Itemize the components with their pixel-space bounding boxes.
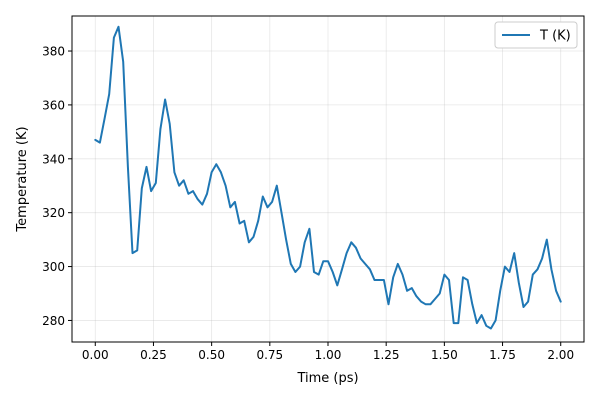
legend-box (494, 21, 578, 49)
series-layer (94, 25, 562, 330)
y-tick-label: 320 (42, 206, 65, 220)
x-tick-label: 1.50 (431, 348, 458, 362)
x-axis-label: Time (ps) (296, 371, 358, 386)
x-tick-label: 1.00 (315, 348, 342, 362)
y-axis-label: Temperature (K) (15, 126, 30, 232)
legend: T (K) (494, 21, 578, 49)
y-tick-label: 380 (42, 45, 65, 59)
x-tick-label: 1.75 (489, 348, 516, 362)
x-tick-label: 0.50 (198, 348, 225, 362)
plot-area (72, 16, 584, 342)
x-tick-label: 0.75 (256, 348, 283, 362)
x-tick-label: 0.25 (140, 348, 167, 362)
y-tick-label: 340 (42, 152, 65, 166)
y-tick-label: 360 (42, 98, 65, 112)
y-axis-ticks: 280 300 320 340 360 380 (42, 45, 72, 328)
x-tick-label: 1.25 (373, 348, 400, 362)
x-tick-label: 0.00 (82, 348, 109, 362)
y-tick-label: 280 (42, 314, 65, 328)
legend-label: T (K) (539, 29, 571, 44)
y-tick-label: 300 (42, 260, 65, 274)
x-tick-label: 2.00 (547, 348, 574, 362)
x-axis-ticks: 0.00 0.25 0.50 0.75 1.00 1.25 1.50 1.75 2.00 (82, 342, 574, 362)
series-line (94, 25, 562, 330)
